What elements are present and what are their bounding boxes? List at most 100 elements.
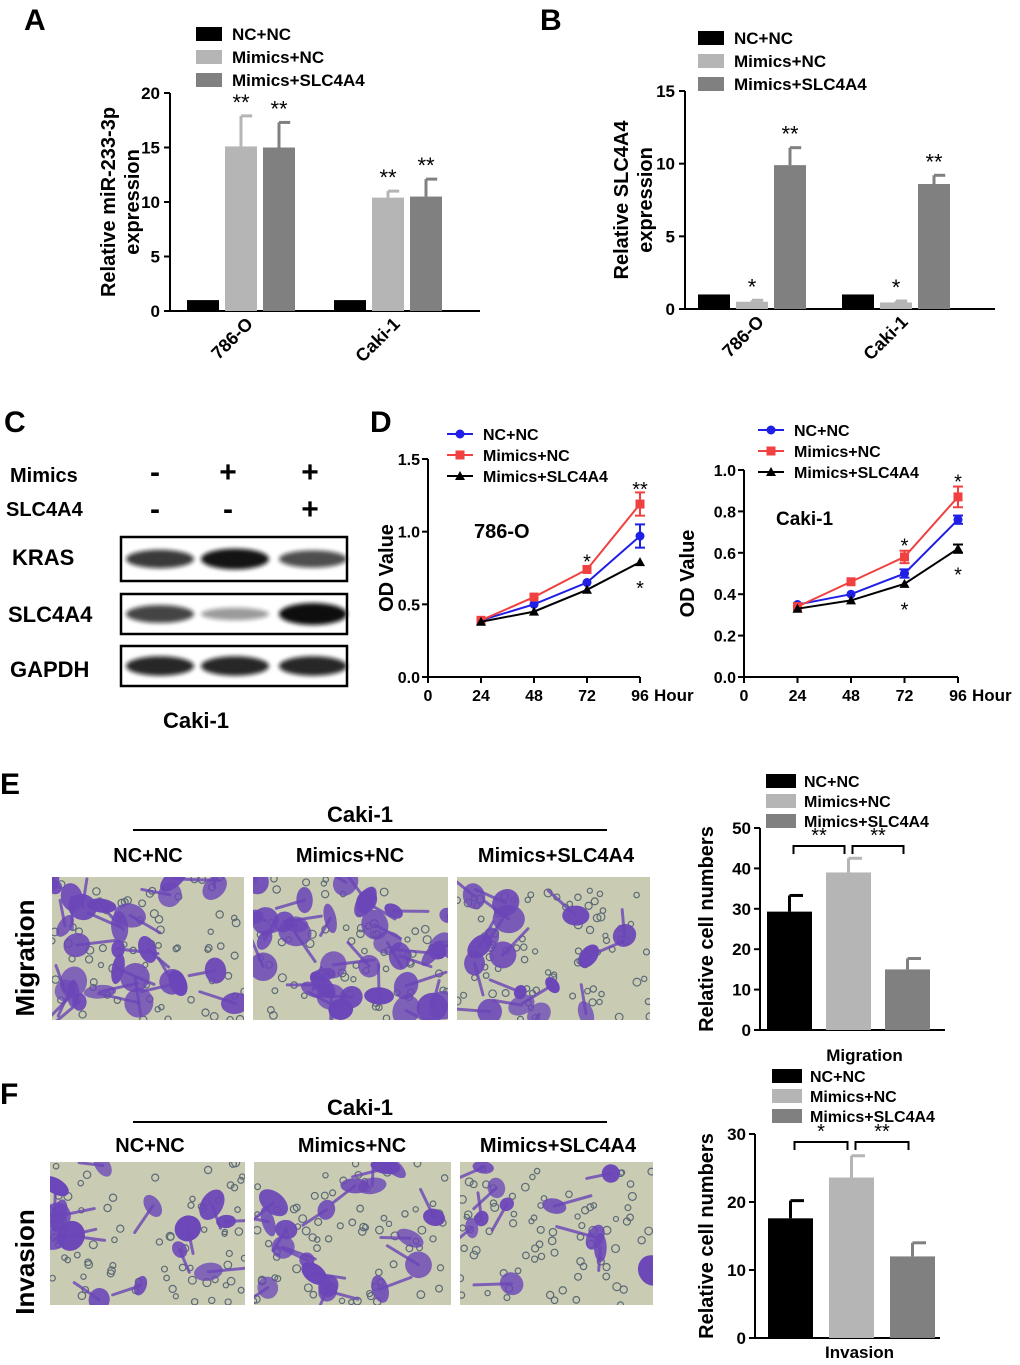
membrane-pore [385,1220,393,1228]
cell-process [473,961,485,997]
membrane-pore [626,1213,634,1222]
cell-process [55,1207,96,1218]
membrane-pore [380,1214,388,1222]
membrane-pore [527,891,535,899]
significance-mark: ** [874,1121,890,1143]
significance-mark: ** [811,825,827,847]
data-point [529,599,539,609]
membrane-pore [189,1195,196,1203]
membrane-pore [464,1177,474,1187]
y-tick-label: 0.0 [714,670,736,687]
legend-swatch [196,73,222,87]
series-line [480,561,641,623]
blot-row-label-slc4a4: SLC4A4 [6,499,84,521]
membrane-pore [596,890,604,898]
membrane-pore [412,1206,419,1213]
membrane-pore [588,998,597,1007]
membrane-pore [644,1226,653,1236]
membrane-pore [320,889,330,899]
series-line [797,547,959,610]
membrane-pore [237,1286,245,1294]
legend-label: Mimics+SLC4A4 [734,75,867,94]
membrane-pore [116,1224,125,1233]
membrane-pore [379,887,389,897]
membrane-pore [550,1248,559,1257]
membrane-pore [361,947,368,955]
y-tick-label: 0 [737,1329,746,1348]
membrane-pore [324,1235,333,1243]
membrane-pore [292,1264,302,1274]
membrane-pore [313,1236,321,1243]
data-point [953,515,963,525]
cell-process [650,1268,653,1273]
membrane-pore [300,992,308,1000]
micrograph-content [50,1162,245,1305]
membrane-pore [586,887,593,894]
chart-e-migration: 0 10 20 30 40 50 ** ** Migration Relative cell nu… [696,774,945,1065]
micrograph-caption: NC+NC [115,1135,184,1157]
cell-process [111,1284,142,1297]
x-tick-label: 72 [578,688,596,705]
legend-label: Mimics+NC [810,1089,897,1106]
membrane-pore [508,1219,518,1228]
membrane-pore [270,877,278,883]
y-tick-label: 10 [727,1261,746,1280]
blot-label-kras: KRAS [12,545,74,570]
significance-bracket [851,845,905,854]
membrane-pore [624,1204,632,1212]
membrane-pore [320,1191,329,1200]
cell-process [172,877,221,882]
x-tick-label: 24 [472,688,490,705]
membrane-pore [336,1222,344,1230]
legend-marker [455,450,465,460]
membrane-pore [235,1014,244,1020]
significance-mark: ** [870,825,886,847]
legend-label: NC+NC [804,774,860,791]
micrograph-image [254,1162,451,1305]
membrane-pore [471,1245,481,1255]
membrane-pore [366,1289,374,1298]
blot-sign: + [301,456,319,489]
significance-mark: ** [632,479,648,501]
membrane-pore [111,1236,118,1244]
y-tick-label: 0 [666,300,675,319]
panel-label-d: D [370,406,392,439]
membrane-pore [226,1015,234,1020]
x-tick-label: 96 [631,688,649,705]
legend-swatch [772,1069,802,1083]
membrane-pore [548,1227,558,1237]
y-tick-label: 0.0 [398,670,420,687]
x-category-label: 786-O [207,314,257,364]
micrograph-caption: Mimics+NC [296,845,404,867]
membrane-pore [574,947,583,955]
membrane-pore [531,948,539,955]
legend-label: Mimics+SLC4A4 [794,465,919,482]
membrane-pore [429,1200,437,1208]
membrane-pore [420,924,430,934]
cell-process [373,923,402,940]
membrane-pore [401,1210,409,1218]
significance-mark: ** [270,96,288,121]
y-tick-label: 20 [141,84,160,103]
legend-label: Mimics+SLC4A4 [810,1109,935,1126]
invasion-row-label: Invasion [10,1209,40,1314]
blot-band [126,605,194,623]
y-axis-label-line: expression [635,147,657,253]
membrane-pore [77,1179,85,1187]
legend-swatch [196,27,222,41]
significance-mark: ** [781,122,799,147]
blot-band [279,603,347,625]
invasion-micrographs: Caki-1 NC+NC Mimics+NC Mimics+SLC4A4 Inv… [10,1095,653,1315]
membrane-pore [225,1249,233,1258]
membrane-pore [382,1014,391,1020]
legend-label: Mimics+NC [483,448,570,465]
panel-label-a: A [24,4,46,37]
membrane-pore [356,1204,365,1213]
membrane-pore [565,1190,573,1199]
data-point [953,492,963,502]
membrane-pore [602,932,609,939]
membrane-pore [209,1012,219,1020]
membrane-pore [460,1244,468,1253]
legend-swatch [196,50,222,64]
cell-process [326,1289,360,1301]
